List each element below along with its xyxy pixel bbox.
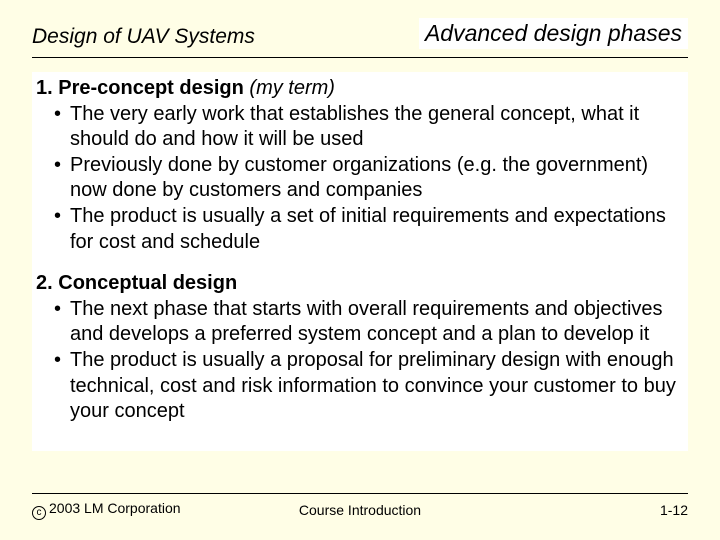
footer-row: c2003 LM Corporation Course Introduction… [32, 500, 688, 520]
section-1: 1. Pre-concept design (my term) The very… [36, 76, 684, 255]
section-1-title-bold: Pre-concept design [58, 77, 244, 99]
list-item: The very early work that establishes the… [54, 102, 684, 153]
section-2-number: 2. [36, 272, 53, 294]
section-2-bullets: The next phase that starts with overall … [36, 297, 684, 425]
list-item: The product is usually a proposal for pr… [54, 348, 684, 425]
section-1-title: 1. Pre-concept design (my term) [36, 76, 684, 102]
list-item: The next phase that starts with overall … [54, 297, 684, 348]
list-item: Previously done by customer organization… [54, 153, 684, 204]
section-1-title-paren: (my term) [249, 77, 335, 99]
header-left-title: Design of UAV Systems [32, 25, 255, 49]
slide: Design of UAV Systems Advanced design ph… [0, 0, 720, 540]
section-1-number: 1. [36, 77, 53, 99]
footer-divider [32, 493, 688, 494]
list-item: The product is usually a set of initial … [54, 204, 684, 255]
section-1-bullets: The very early work that establishes the… [36, 102, 684, 256]
content-area: 1. Pre-concept design (my term) The very… [32, 72, 688, 451]
section-2-title-bold: Conceptual design [58, 272, 237, 294]
section-2-title: 2. Conceptual design [36, 271, 684, 297]
header-divider [32, 57, 688, 58]
footer-left-text: 2003 LM Corporation [49, 500, 181, 516]
footer-right-text: 1-12 [660, 502, 688, 518]
section-2: 2. Conceptual design The next phase that… [36, 271, 684, 425]
footer: c2003 LM Corporation Course Introduction… [32, 493, 688, 520]
header-right-title: Advanced design phases [419, 18, 688, 49]
footer-center-text: Course Introduction [299, 502, 421, 518]
footer-left: c2003 LM Corporation [32, 500, 181, 520]
copyright-icon: c [32, 506, 46, 520]
header-row: Design of UAV Systems Advanced design ph… [32, 18, 688, 55]
